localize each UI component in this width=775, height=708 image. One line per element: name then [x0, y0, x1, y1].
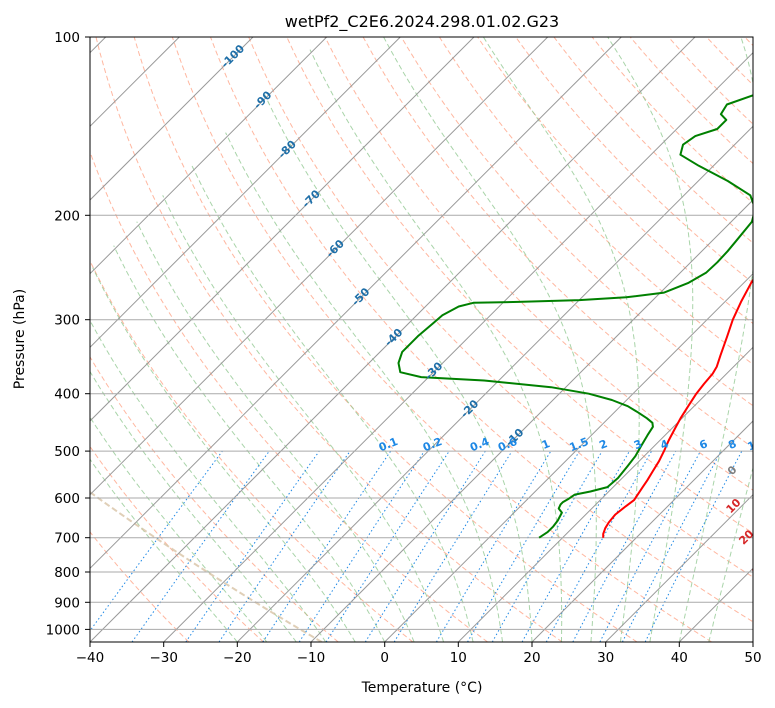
moist-adiabat — [162, 195, 445, 642]
dry-adiabat — [90, 531, 190, 642]
dry-adiabat — [324, 37, 753, 491]
chart-title: wetPf2_C2E6.2024.298.01.02.G23 — [285, 12, 559, 32]
dry-adiabat — [133, 37, 638, 642]
series-lines — [397, 94, 753, 539]
dry-adiabat — [591, 37, 753, 204]
moist-adiabat — [309, 49, 563, 642]
moist-adiabat — [383, 37, 597, 642]
dry-adiabat — [553, 37, 753, 244]
mixing-ratio-label: 2 — [597, 437, 609, 452]
mixing-ratio-line — [521, 450, 630, 642]
mixing-ratio-line — [131, 450, 270, 642]
y-tick-label: 200 — [54, 208, 80, 224]
isotherm-line — [384, 272, 753, 642]
mixing-ratio-line — [185, 450, 320, 642]
y-tick-label: 100 — [54, 30, 80, 46]
x-tick-label: 0 — [380, 650, 389, 666]
isotherm-line — [90, 37, 401, 349]
moist-adiabat — [90, 416, 268, 642]
dry-adiabat — [477, 37, 753, 325]
y-tick-label: 900 — [54, 595, 80, 611]
isotherm-line — [90, 37, 622, 570]
mixing-ratio-label: 8 — [726, 437, 738, 452]
dry-adiabat — [171, 37, 712, 642]
isotherm-line — [90, 37, 696, 642]
dry-adiabat — [248, 37, 753, 578]
moist-adiabat — [92, 267, 356, 642]
moist-adiabat — [191, 165, 474, 642]
x-tick-label: 10 — [450, 650, 467, 666]
dry-adiabat — [90, 150, 488, 642]
mixing-ratio-label: 10 — [746, 436, 765, 454]
y-tick-label: 800 — [54, 565, 80, 581]
mixing-ratio-label: 3 — [632, 437, 644, 452]
dry-adiabat — [400, 37, 753, 407]
background-lines — [90, 37, 753, 642]
y-axis-label: Pressure (hPa) — [12, 289, 28, 389]
dry-adiabat — [90, 355, 339, 642]
mixing-ratio-line — [325, 450, 450, 642]
temperature-profile — [602, 278, 753, 538]
x-tick-label: 40 — [671, 650, 688, 666]
moist-adiabat — [708, 466, 753, 642]
dewpoint-profile — [397, 94, 753, 539]
x-tick-label: 30 — [597, 650, 614, 666]
isotherm-line — [90, 37, 254, 201]
moist-adiabat — [113, 245, 386, 642]
wet-bulb-label: 30 — [750, 558, 770, 578]
isotherm-line — [457, 346, 753, 642]
mixing-ratio-line — [572, 450, 677, 642]
mixing-ratio-line — [393, 450, 513, 642]
dry-adiabat — [438, 37, 753, 365]
mixing-ratio-line — [218, 450, 351, 642]
y-tick-label: 300 — [54, 313, 80, 329]
dry-adiabat — [210, 37, 753, 623]
y-tick-label: 600 — [54, 491, 80, 507]
mixing-ratio-line — [435, 450, 552, 642]
moist-adiabat — [90, 319, 327, 642]
dry-adiabat — [95, 37, 563, 642]
x-tick-label: −10 — [297, 650, 326, 666]
isotherm-line — [90, 37, 549, 496]
moist-adiabat — [482, 37, 640, 642]
isotherm-line — [236, 125, 753, 642]
isotherm-line — [163, 51, 753, 642]
moist-adiabat — [264, 94, 533, 642]
plot-frame — [89, 36, 754, 643]
lcl-curve — [90, 490, 323, 642]
y-tick-label: 1000 — [46, 622, 80, 638]
x-tick-label: 20 — [523, 650, 540, 666]
x-tick-label: −30 — [149, 650, 178, 666]
moist-adiabat — [136, 221, 415, 642]
y-tick-label: 500 — [54, 444, 80, 460]
mixing-ratio-line — [90, 450, 223, 632]
mixing-ratio-line — [491, 450, 603, 642]
x-tick-label: 50 — [744, 650, 761, 666]
mixing-ratio-line — [467, 450, 580, 642]
isotherm-line — [90, 37, 475, 422]
y-tick-label: 700 — [54, 531, 80, 547]
x-tick-label: −40 — [76, 650, 105, 666]
y-tick-label: 400 — [54, 387, 80, 403]
dry-adiabat — [286, 37, 753, 534]
mixing-ratio-line — [364, 450, 486, 642]
moist-adiabat — [90, 458, 238, 642]
axis-ticks: −40 −30 −20 −10 0 10 20 30 40 50 100 200 300 400 500 60… — [46, 30, 762, 666]
dry-adiabat — [90, 259, 414, 642]
x-tick-label: −20 — [223, 650, 252, 666]
isotherm-line — [605, 493, 753, 642]
isotherm-line — [310, 199, 753, 642]
isotherm-line — [90, 37, 328, 275]
x-axis-label: Temperature (°C) — [361, 680, 483, 696]
isotherm-line — [531, 420, 753, 642]
mixing-ratio-label: 1 — [540, 437, 552, 452]
